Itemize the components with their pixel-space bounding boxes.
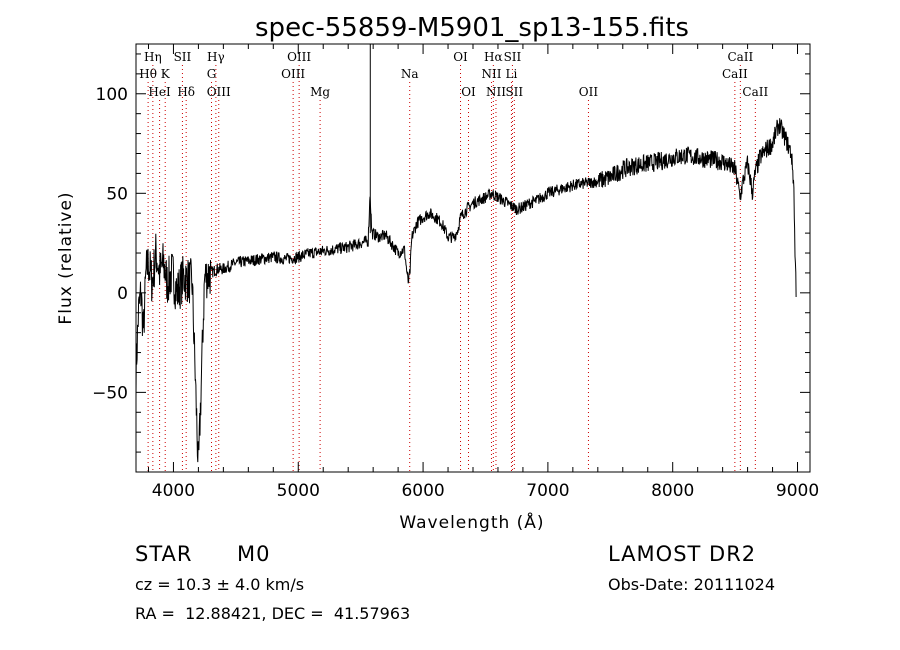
spectral-line-label: Hδ [177,85,195,99]
spectral-line-label: NII [481,67,501,81]
y-tick-label: 100 [96,85,128,105]
x-tick-label: 7000 [526,481,569,501]
x-tick-label: 9000 [776,481,819,501]
spectral-line-label: Mg [310,85,330,99]
spectral-line-label: SII [505,85,523,99]
spectrum-line [135,118,797,463]
spectral-line-label: Hα [484,50,503,64]
spectral-line-label: Li [506,67,518,81]
spectral-line-labels: HηHθHeIKSIIHδHγGOIIIOIIIOIIIMgNaOIOIHαNI… [139,50,768,99]
spectral-line-label: NII [486,85,506,99]
x-axis-ticks: 4000 5000 6000 7000 8000 9000 [147,44,819,501]
coordinates: RA = 12.88421, DEC = 41.57963 [135,604,411,623]
spectral-line-markers [147,65,756,472]
spectral-line-label: OI [453,50,468,64]
spectral-line-label: Hγ [207,50,225,64]
spectral-line-label: Hη [144,50,162,64]
spectral-line-label: CaII [742,85,768,99]
spectral-line-label: HeI [148,85,171,99]
spectral-line-label: OIII [287,50,311,64]
observation-date: Obs-Date: 20111024 [608,575,776,594]
spectral-line-label: Na [401,67,419,81]
spectral-line-label: CaII [722,67,748,81]
spectrum-chart: spec-55859-M5901_sp13-155.fits HηHθHeIKS… [56,13,819,533]
y-tick-label: −50 [92,383,128,403]
chart-title: spec-55859-M5901_sp13-155.fits [255,13,689,43]
spectral-line-label: K [161,67,171,81]
survey-name: LAMOST DR2 [608,542,757,566]
x-tick-label: 5000 [277,481,320,501]
spectral-line-label: SII [504,50,522,64]
spectral-line-label: G [207,67,217,81]
y-axis-ticks: −50 0 50 100 [92,53,810,473]
object-class: STAR [135,542,193,566]
x-tick-label: 4000 [152,481,195,501]
x-tick-label: 6000 [401,481,444,501]
y-tick-label: 50 [106,184,128,204]
plot-frame [135,43,811,473]
spectral-line-label: CaII [727,50,753,64]
redshift-value: cz = 10.3 ± 4.0 km/s [135,575,305,594]
spectral-line-label: OIII [281,67,305,81]
x-tick-label: 8000 [651,481,694,501]
spectral-line-label: OIII [207,85,231,99]
y-tick-label: 0 [117,284,128,304]
spectral-line-label: OI [461,85,476,99]
spectral-line-label: OII [579,85,599,99]
spectral-line-label: SII [174,50,192,64]
y-axis-label: Flux (relative) [56,191,76,324]
spectral-line-label: Hθ [139,67,157,81]
x-axis-label: Wavelength (Å) [399,511,544,533]
object-subclass: M0 [237,542,271,566]
